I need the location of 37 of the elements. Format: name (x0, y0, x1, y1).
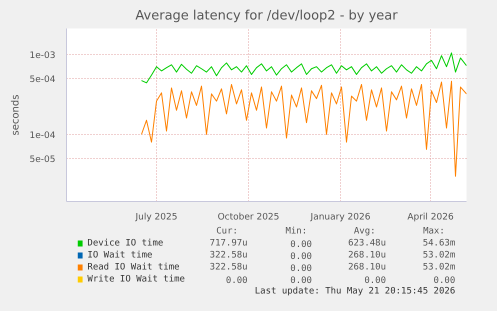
text: 0.00 (290, 264, 312, 274)
y-tick-label: 5e-04 (30, 74, 56, 85)
chart-title: Average latency for /dev/loop2 - by year (135, 8, 398, 24)
text: 53.02m (422, 250, 456, 260)
text: 268.10u (348, 250, 386, 260)
y-tick-label: 5e-05 (30, 154, 56, 165)
x-tick-label: January 2026 (310, 212, 371, 222)
text: 717.97u (210, 238, 248, 248)
y-tick-label: 1e-03 (30, 50, 56, 61)
x-tick-label: April 2026 (407, 212, 454, 222)
text: 0.00 (434, 276, 456, 286)
text: 623.48u (348, 238, 386, 248)
legend-label: Read IO Wait time (87, 262, 180, 272)
legend-label: Device IO time (87, 238, 164, 248)
text: 322.58u (210, 250, 248, 260)
text: 0.00 (226, 276, 248, 286)
y-tick-label: 1e-04 (30, 130, 56, 141)
line-series (141, 80, 466, 177)
y-axis-title: seconds (10, 94, 22, 136)
text: Cur: (216, 226, 238, 236)
text: 322.58u (210, 262, 248, 272)
text: 0.00 (290, 240, 312, 250)
x-tick-label: October 2025 (218, 212, 280, 222)
text: 54.63m (422, 238, 456, 248)
legend-label: Write IO Wait time (87, 274, 185, 284)
text: 0.00 (364, 276, 386, 286)
legend-label: IO Wait time (87, 250, 152, 260)
text: Max: (423, 226, 445, 236)
x-tick-label: July 2025 (134, 212, 178, 222)
text: 0.00 (290, 252, 312, 262)
text: 0.00 (290, 276, 312, 286)
line-series (141, 52, 466, 84)
text: Avg: (354, 226, 376, 236)
text: Last update: Thu May 21 20:15:45 2026 (254, 286, 456, 296)
text: Min: (285, 226, 308, 236)
text: 53.02m (422, 262, 456, 272)
text: 268.10u (348, 262, 386, 272)
